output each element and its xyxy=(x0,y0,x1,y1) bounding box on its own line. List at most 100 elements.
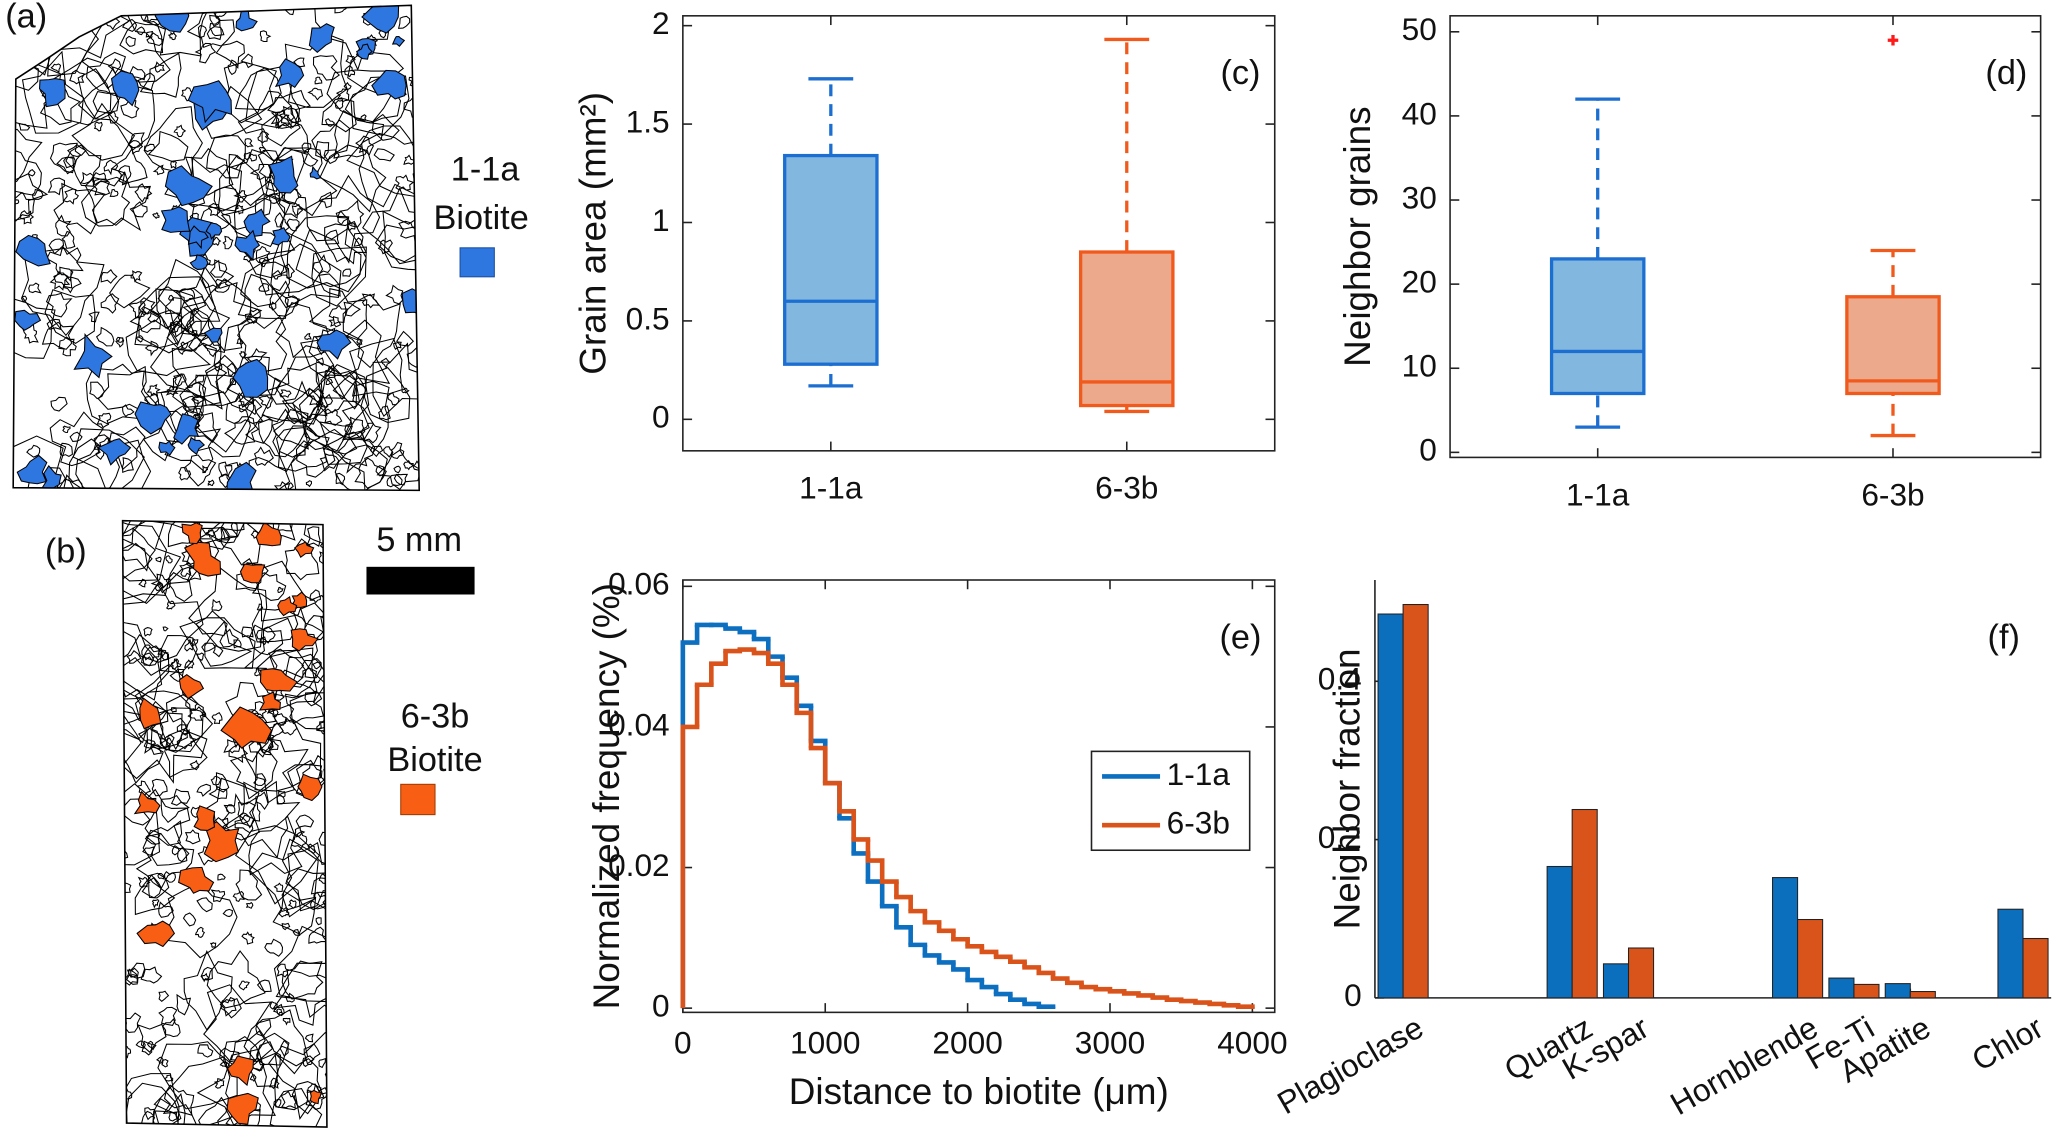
grain-boundary xyxy=(305,1083,327,1110)
grain-boundary xyxy=(122,848,129,859)
grain-boundary xyxy=(256,979,272,993)
grain-boundary xyxy=(290,831,308,850)
grain-boundary xyxy=(43,5,131,59)
grain-boundary xyxy=(220,528,239,544)
grain-boundary xyxy=(189,759,200,771)
y-tick-label: 0 xyxy=(652,399,670,435)
x-tick-label: Chlor xyxy=(1966,1009,2049,1078)
grain-boundary xyxy=(332,370,367,410)
grain-boundary xyxy=(223,61,278,124)
grain-boundary xyxy=(276,794,286,805)
grain-boundary xyxy=(168,1110,179,1122)
biotite-grain xyxy=(187,436,206,456)
grain-boundary xyxy=(277,586,284,593)
grain-boundary xyxy=(140,652,155,667)
y-tick-label: 20 xyxy=(1402,263,1437,299)
grain-boundary xyxy=(184,829,201,845)
plot-frame xyxy=(682,15,1276,452)
legend-label: 1-1a xyxy=(1167,756,1231,792)
grain-boundary xyxy=(309,589,321,604)
grain-boundary xyxy=(237,90,301,147)
grain-boundary xyxy=(270,109,291,130)
grain-boundary xyxy=(223,739,241,754)
grain-boundary xyxy=(312,55,341,81)
grain-boundary xyxy=(257,408,307,458)
grain-boundary xyxy=(127,132,145,149)
bar xyxy=(2022,937,2049,999)
grain-boundary xyxy=(152,211,160,219)
grain-boundary xyxy=(191,394,207,405)
grain-boundary xyxy=(261,113,310,163)
grain-boundary xyxy=(143,143,156,153)
grain-boundary xyxy=(335,211,350,226)
biotite-grain xyxy=(178,866,215,894)
grain-boundary xyxy=(177,345,187,355)
biotite-grain xyxy=(259,691,281,711)
grain-boundary xyxy=(376,449,420,491)
grain-boundary xyxy=(275,945,327,1022)
grain-boundary xyxy=(61,230,76,249)
grain-boundary xyxy=(276,520,293,532)
biotite-grain xyxy=(356,43,373,60)
biotite-grain xyxy=(110,70,140,107)
grain-boundary xyxy=(122,542,153,582)
grain-boundary xyxy=(300,602,327,642)
grain-boundary xyxy=(50,396,68,412)
grain-boundary xyxy=(53,266,74,289)
grain-boundary xyxy=(279,389,292,398)
bar xyxy=(1402,604,1429,999)
grain-boundary xyxy=(237,273,289,319)
grain-boundary xyxy=(122,689,149,726)
grain-boundary xyxy=(268,301,277,311)
grain-boundary xyxy=(222,908,233,918)
grain-boundary xyxy=(274,211,290,232)
grain-boundary xyxy=(273,713,287,726)
grain-boundary xyxy=(129,201,148,218)
grain-boundary xyxy=(412,460,420,472)
grain-boundary xyxy=(141,876,162,899)
biotite-grain xyxy=(235,9,258,32)
grain-boundary xyxy=(248,624,284,656)
grain-boundary xyxy=(408,72,420,87)
y-tick-label: 0.2 xyxy=(1318,819,1362,855)
grain-boundary xyxy=(41,321,75,350)
grain-boundary xyxy=(403,154,416,166)
biotite-grain xyxy=(181,522,203,545)
grain-boundary xyxy=(120,98,140,119)
grain-boundary xyxy=(393,341,402,350)
grain-boundary xyxy=(232,890,245,903)
grain-boundary xyxy=(324,229,340,245)
grain-boundary xyxy=(230,520,245,531)
biotite-grain xyxy=(277,595,298,617)
biotite-grain xyxy=(183,541,222,577)
bar xyxy=(1797,918,1824,999)
grain-boundary xyxy=(210,889,226,903)
grain-boundary xyxy=(239,812,251,824)
grain-boundary xyxy=(122,783,161,866)
grain-boundary xyxy=(122,520,182,600)
grain-boundary xyxy=(122,619,163,700)
grain-boundary xyxy=(403,96,420,119)
grain-boundary xyxy=(316,721,327,737)
grain-boundary xyxy=(343,301,362,317)
grain-boundary xyxy=(56,156,75,175)
grain-boundary xyxy=(147,872,170,899)
grain-boundary xyxy=(183,950,233,1031)
x-tick-label: 1-1a xyxy=(799,470,863,506)
grain-boundary xyxy=(345,54,356,65)
grain-boundary xyxy=(342,293,401,369)
grain-boundary xyxy=(213,186,241,212)
biotite-grain xyxy=(139,697,162,730)
y-tick-label: 0 xyxy=(1344,977,1362,1013)
grain-boundary xyxy=(255,791,269,811)
grain-boundary xyxy=(233,190,248,203)
grain-boundary xyxy=(151,899,160,909)
grain-boundary xyxy=(269,192,281,204)
legend-swatch xyxy=(459,247,495,278)
y-tick-label: 0.5 xyxy=(626,300,670,336)
grain-boundary xyxy=(301,657,322,679)
grain-boundary xyxy=(211,712,223,725)
grain-boundary xyxy=(301,151,319,167)
grain-boundary xyxy=(147,312,160,323)
grain-boundary xyxy=(89,381,105,400)
